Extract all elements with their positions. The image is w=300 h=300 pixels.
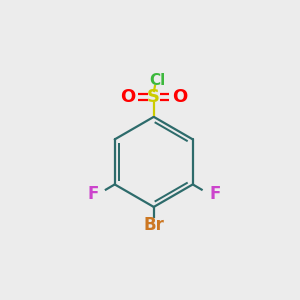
Text: F: F — [87, 185, 98, 203]
Text: Cl: Cl — [149, 73, 166, 88]
Text: Br: Br — [143, 216, 164, 234]
Text: S: S — [147, 88, 160, 106]
Text: O: O — [172, 88, 187, 106]
Text: F: F — [209, 185, 220, 203]
Text: O: O — [120, 88, 136, 106]
